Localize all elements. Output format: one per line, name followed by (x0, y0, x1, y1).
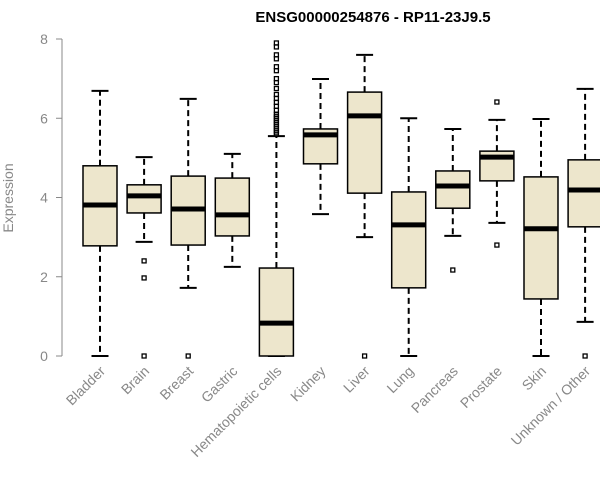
outlier-point (361, 353, 368, 359)
outlier-point (582, 353, 588, 359)
x-tick-label: Breast (156, 363, 196, 403)
box-body (567, 159, 600, 228)
x-tick-label: Bladder (63, 363, 109, 409)
outlier-point (273, 40, 280, 46)
box-prostate (479, 99, 515, 248)
x-tick-label: Pancreas (408, 363, 461, 416)
outlier-point (494, 242, 500, 248)
box-body (390, 191, 427, 289)
box-bladder (82, 89, 118, 357)
x-tick-label: Skin (519, 363, 550, 394)
y-tick-label: 2 (40, 269, 48, 285)
box-body (258, 267, 295, 357)
outlier-point (450, 267, 456, 273)
y-axis-title: Expression (0, 163, 16, 232)
box-brain (126, 156, 162, 359)
boxes-group (82, 40, 600, 359)
box-liver (346, 53, 383, 359)
y-tick-label: 0 (40, 348, 48, 364)
outlier-point (273, 52, 280, 58)
box-breast (170, 97, 206, 359)
outlier-point (273, 85, 280, 92)
box-pancreas (435, 127, 471, 273)
box-body (435, 170, 471, 209)
box-hematopoietic-cells (258, 40, 295, 357)
outlier-point (494, 99, 500, 105)
y-axis: 0 2 4 6 8 (40, 31, 63, 364)
box-unknown-other (567, 87, 600, 359)
y-tick-label: 4 (40, 190, 48, 206)
x-tick-label: Gastric (198, 363, 241, 406)
box-body (126, 184, 162, 214)
x-tick-label: Prostate (457, 363, 505, 411)
box-body (346, 91, 383, 194)
box-gastric (214, 152, 251, 268)
x-tick-label: Brain (118, 363, 152, 397)
outlier-point (141, 353, 147, 359)
x-tick-label: Liver (340, 363, 373, 396)
outlier-point (141, 275, 147, 281)
box-lung (390, 117, 427, 357)
outlier-point (273, 91, 280, 98)
box-kidney (302, 78, 339, 216)
box-body (214, 177, 251, 237)
outlier-point (141, 258, 147, 264)
x-tick-label: Unknown / Other (508, 363, 594, 449)
x-tick-label: Kidney (287, 363, 329, 405)
box-body (523, 176, 559, 300)
x-tick-label: Lung (383, 363, 416, 396)
chart-title: ENSG00000254876 - RP11-23J9.5 (255, 9, 490, 26)
y-tick-label: 8 (40, 31, 48, 47)
outlier-point (185, 353, 191, 359)
y-tick-label: 6 (40, 110, 48, 126)
outlier-point (273, 64, 280, 70)
box-skin (523, 118, 559, 357)
outlier-point (273, 75, 280, 82)
